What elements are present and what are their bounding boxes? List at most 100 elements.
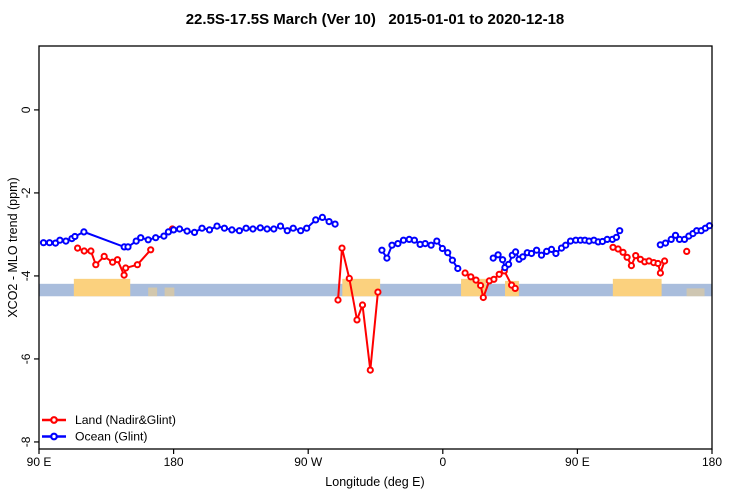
ocean-marker: [547, 245, 556, 253]
land-marker: [74, 244, 82, 252]
land-marker: [87, 247, 95, 255]
y-tick-label: -4: [19, 270, 33, 281]
ocean-marker: [183, 227, 191, 235]
land-marker: [472, 276, 480, 284]
ocean-marker: [562, 241, 570, 249]
land-marker: [345, 274, 353, 282]
ocean-marker: [220, 224, 228, 232]
ocean-marker: [489, 254, 497, 262]
ocean-marker: [276, 222, 285, 230]
x-axis-title: Longitude (deg E): [325, 475, 425, 489]
ocean-marker: [213, 222, 221, 230]
y-tick-label: -6: [19, 353, 33, 364]
x-tick-label: 90 E: [27, 455, 52, 469]
x-tick-label: 180: [702, 455, 722, 469]
ocean-marker: [132, 237, 140, 245]
ocean-marker: [505, 260, 513, 268]
ocean-marker: [331, 220, 339, 228]
x-tick-label: 90 E: [565, 455, 590, 469]
land-marker: [358, 301, 367, 309]
x-tick-label: 180: [164, 455, 184, 469]
y-tick-label: 0: [19, 106, 33, 113]
ocean-marker: [325, 218, 333, 226]
ocean-marker: [297, 227, 305, 235]
ocean-marker: [427, 241, 435, 249]
land-marker: [113, 256, 122, 264]
ocean-marker: [494, 251, 502, 259]
ocean-marker: [378, 246, 386, 254]
land-patch: [73, 278, 131, 297]
land-marker: [619, 248, 627, 256]
ocean-marker: [137, 234, 145, 242]
land-marker: [147, 246, 155, 254]
ocean-marker: [388, 241, 396, 249]
land-marker: [120, 271, 128, 279]
land-marker: [80, 247, 88, 255]
ocean-marker: [552, 249, 560, 258]
land-patch: [164, 287, 175, 297]
ocean-marker: [263, 225, 271, 233]
land-patch: [148, 287, 158, 297]
ocean-marker: [242, 224, 250, 232]
legend-ocean-label: Ocean (Glint): [75, 430, 147, 444]
land-marker: [632, 252, 640, 260]
ocean-marker: [661, 239, 670, 247]
land-marker: [661, 257, 669, 265]
land-marker: [490, 275, 498, 283]
land-marker: [683, 247, 691, 255]
ocean-series-line: [492, 230, 621, 270]
land-marker: [334, 296, 342, 304]
ocean-marker: [512, 248, 520, 256]
land-marker: [623, 253, 631, 261]
ocean-marker: [421, 240, 429, 248]
land-marker: [654, 259, 662, 268]
ocean-marker: [228, 226, 236, 234]
ocean-marker: [235, 227, 243, 235]
chart-title: 22.5S-17.5S March (Ver 10) 2015-01-01 to…: [185, 11, 565, 28]
y-tick-label: -2: [19, 187, 33, 198]
plot-border: [38, 45, 713, 450]
ocean-marker: [667, 235, 675, 243]
legend-ocean-marker-icon: [50, 432, 58, 441]
land-marker: [353, 316, 361, 324]
land-marker: [479, 293, 487, 302]
ocean-marker: [318, 213, 326, 221]
ocean-marker: [283, 227, 291, 235]
x-tick-label: 90 W: [294, 455, 323, 469]
ocean-marker: [256, 224, 264, 232]
ocean-marker: [45, 239, 54, 247]
land-marker: [627, 262, 636, 270]
ocean-marker: [705, 222, 714, 230]
ocean-marker: [383, 254, 391, 262]
ocean-marker: [170, 226, 178, 234]
y-tick-label: -8: [19, 436, 33, 447]
ocean-marker: [612, 233, 621, 241]
land-marker: [614, 245, 622, 253]
ocean-marker: [433, 237, 441, 245]
ocean-marker: [527, 249, 536, 258]
ocean-marker: [270, 225, 278, 233]
ocean-marker: [616, 227, 624, 235]
ocean-marker: [62, 237, 70, 245]
ocean-marker: [160, 232, 168, 240]
land-marker: [100, 252, 108, 260]
land-patch: [686, 288, 705, 297]
ocean-marker: [680, 235, 689, 243]
legend-land-marker-icon: [50, 416, 58, 424]
ocean-marker: [438, 244, 446, 253]
ocean-marker: [80, 228, 88, 236]
ocean-marker: [39, 239, 48, 247]
ocean-marker: [410, 236, 418, 244]
ocean-marker: [144, 236, 152, 244]
ocean-marker: [124, 243, 132, 251]
land-marker: [467, 273, 475, 281]
y-axis-title: XCO2 - MLO trend (ppm): [6, 177, 20, 317]
legend-land-label: Land (Nadir&Glint): [75, 413, 176, 427]
ocean-marker: [289, 224, 297, 232]
land-series-line: [337, 247, 379, 371]
ocean-marker: [444, 249, 452, 257]
ocean-marker: [56, 236, 64, 244]
ocean-marker: [152, 234, 160, 242]
